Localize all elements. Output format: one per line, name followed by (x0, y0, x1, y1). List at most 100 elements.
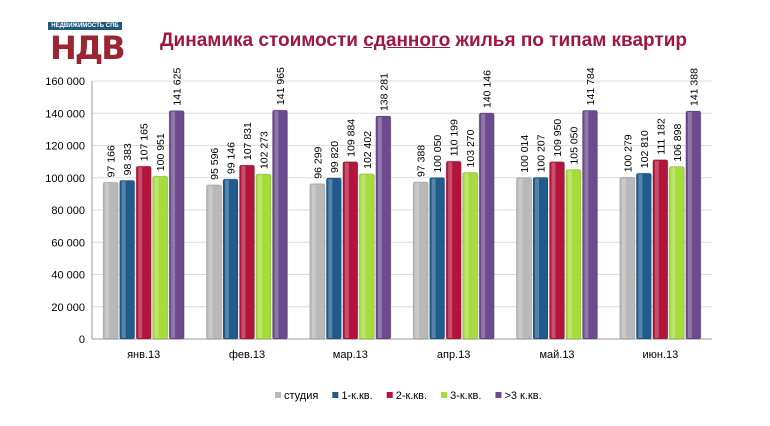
bar-highlight (171, 111, 176, 338)
bar (668, 166, 685, 340)
legend-label: 3-к.кв. (450, 390, 481, 402)
bar-highlight (481, 114, 486, 338)
bar (309, 183, 326, 340)
bar (685, 110, 702, 340)
y-tick-label: 100 000 (45, 173, 85, 185)
bar (375, 115, 392, 340)
bar-highlight (138, 167, 143, 338)
bar-highlight (105, 183, 110, 338)
bar (222, 178, 239, 340)
bar-highlight (584, 111, 589, 339)
bar-highlight (671, 167, 676, 338)
bar-highlight (464, 173, 469, 338)
bar-highlight (415, 182, 420, 338)
data-label: 106 898 (672, 124, 684, 162)
bar (342, 161, 359, 340)
data-label: 99 820 (329, 141, 341, 173)
bar-highlight (154, 177, 159, 338)
bar-highlight (518, 178, 523, 338)
x-tick-label: янв.13 (127, 349, 160, 361)
bar-highlight (621, 178, 626, 338)
legend-swatch (275, 392, 281, 398)
bar (549, 161, 565, 340)
data-label: 103 270 (465, 129, 477, 167)
title-part-1: Динамика стоимости (160, 30, 364, 51)
x-tick-label: апр.13 (437, 349, 470, 361)
data-label: 105 050 (569, 126, 581, 164)
logo-band: НЕДВИЖИМОСТЬ СПБ (48, 22, 122, 30)
y-tick-label: 140 000 (45, 108, 85, 120)
data-label: 100 050 (432, 135, 444, 173)
data-label: 99 146 (226, 142, 238, 174)
bar (102, 181, 119, 340)
bar-highlight (551, 162, 556, 338)
bar-highlight (274, 111, 279, 338)
data-label: 100 951 (155, 133, 167, 171)
bar-highlight (654, 160, 659, 338)
data-label: 141 625 (172, 68, 184, 106)
data-label: 140 146 (482, 70, 494, 108)
data-label: 95 596 (209, 148, 221, 180)
data-label: 100 279 (622, 134, 634, 172)
bar (206, 184, 222, 340)
x-tick-label: май.13 (539, 349, 574, 361)
data-label: 102 810 (639, 130, 651, 168)
legend-swatch (495, 392, 502, 398)
bar-highlight (361, 174, 366, 338)
bar (152, 175, 169, 340)
bar (462, 171, 479, 340)
y-tick-label: 0 (79, 334, 85, 346)
data-label: 111 182 (655, 118, 667, 155)
bar (358, 173, 375, 340)
data-label: 102 273 (259, 131, 271, 169)
bar-highlight (377, 117, 382, 339)
data-label: 141 784 (585, 67, 597, 105)
bar (652, 159, 669, 340)
bar (135, 165, 152, 340)
x-tick-label: фев.13 (229, 349, 265, 361)
bar (619, 176, 636, 340)
bar-highlight (448, 162, 453, 338)
bar-highlight (638, 174, 643, 338)
data-label: 141 965 (275, 67, 287, 105)
data-label: 98 383 (122, 143, 134, 175)
bar-highlight (225, 180, 229, 338)
bar-highlight (535, 178, 539, 338)
bar (239, 164, 255, 340)
legend-swatch (441, 392, 448, 398)
x-tick-label: мар.13 (333, 349, 368, 361)
data-label: 110 199 (449, 119, 461, 156)
bar-highlight (431, 178, 436, 338)
y-tick-label: 160 000 (45, 76, 85, 88)
title-part-3: жилья по типам квартир (450, 30, 688, 51)
data-label: 97 388 (416, 145, 428, 177)
data-label: 96 299 (312, 146, 324, 178)
data-label: 100 014 (519, 135, 531, 173)
bar-highlight (311, 184, 316, 338)
legend-label: 1-к.кв. (341, 390, 372, 402)
bar-highlight (241, 166, 246, 338)
legend-label: 2-к.кв. (396, 390, 427, 402)
y-tick-label: 120 000 (45, 141, 85, 153)
logo: НЕДВИЖИМОСТЬ СПБ НДВ (48, 22, 126, 67)
logo-mark: НДВ (50, 29, 126, 67)
bar-highlight (568, 170, 572, 338)
title-part-underlined: сданного (363, 30, 451, 51)
bar (635, 172, 652, 340)
bar (565, 169, 582, 340)
bar (516, 177, 532, 340)
bar (168, 110, 185, 340)
bar (272, 109, 288, 340)
bar-highlight (121, 181, 126, 338)
bar (325, 177, 342, 340)
legend-label: студия (284, 390, 318, 402)
x-tick-label: июн.13 (642, 349, 678, 361)
y-tick-label: 20 000 (51, 302, 85, 314)
legend-swatch (386, 392, 393, 398)
bar (412, 181, 429, 340)
bar-highlight (344, 162, 349, 338)
data-label: 138 281 (378, 73, 390, 111)
bar (582, 109, 598, 340)
